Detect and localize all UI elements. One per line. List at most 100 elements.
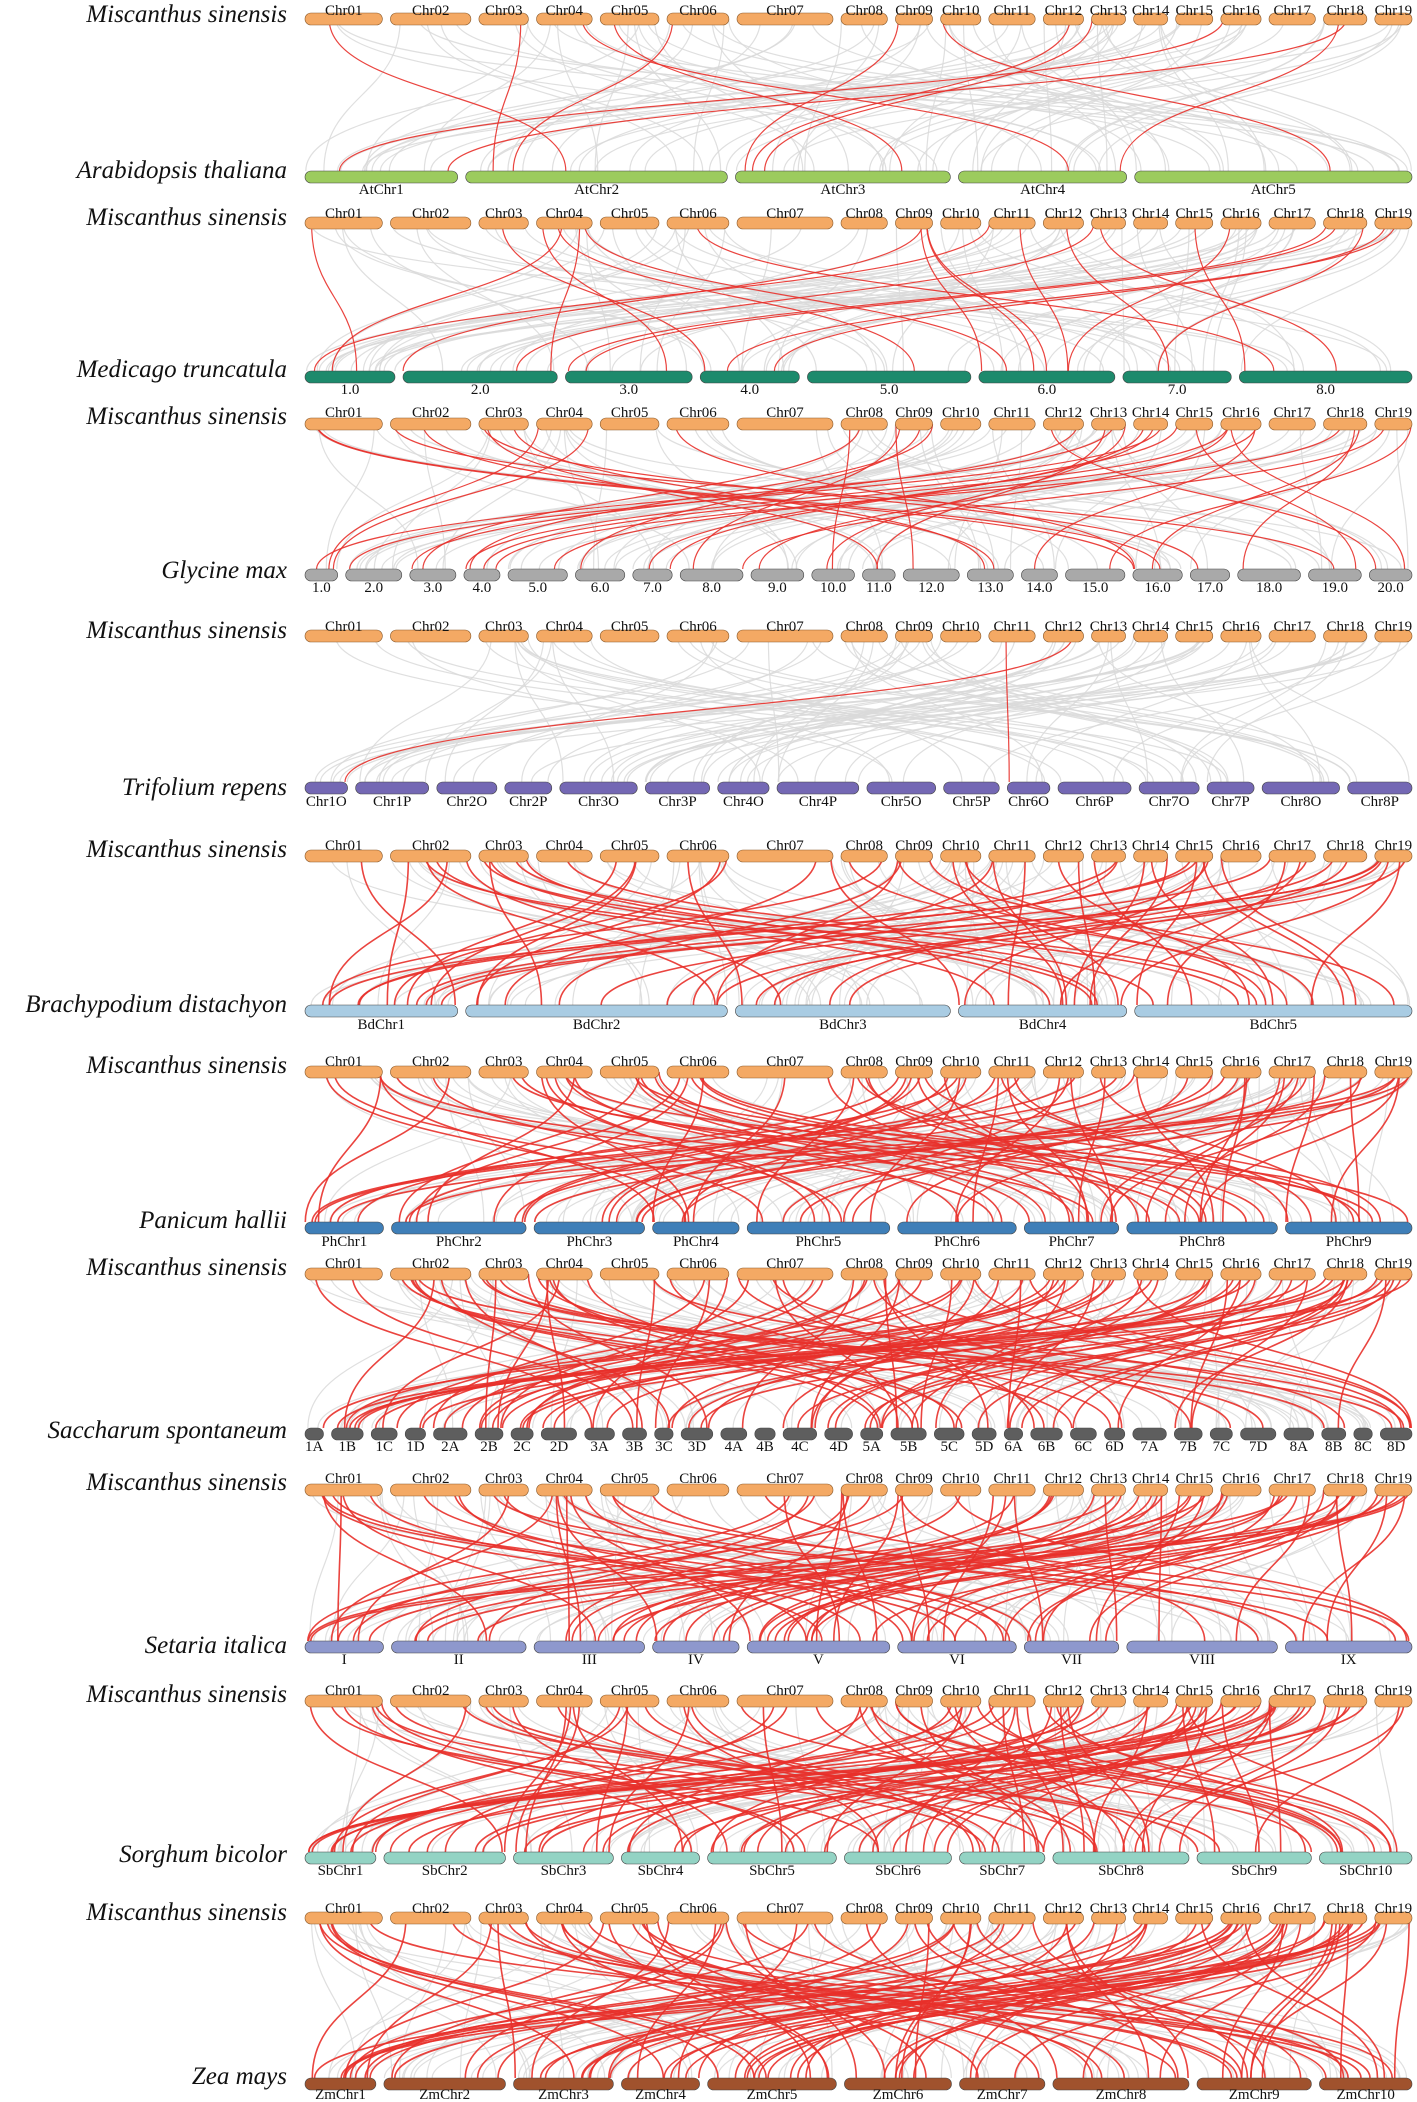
- reference-chromosome-bar: [478, 1065, 529, 1079]
- reference-chromosome-label: Chr10: [942, 405, 980, 421]
- syntenic-link: [954, 1489, 1379, 1642]
- background-link: [1000, 222, 1347, 372]
- syntenic-link: [322, 1489, 488, 1642]
- query-chromosome-bar: [699, 370, 800, 384]
- query-chromosome-label: VIII: [1189, 1652, 1215, 1668]
- syntenic-link: [368, 1489, 861, 1642]
- reference-chromosome-bar: [736, 1911, 834, 1925]
- reference-chromosome-label: Chr01: [325, 1256, 363, 1272]
- syntenic-link: [1006, 1071, 1088, 1223]
- background-link: [604, 1489, 766, 1642]
- syntenic-link: [504, 855, 818, 1006]
- background-link: [514, 635, 761, 783]
- syntenic-link: [758, 1489, 1141, 1642]
- query-chromosome-label: 6.0: [1038, 382, 1057, 398]
- background-link: [378, 635, 719, 783]
- query-chromosome-bar: [1024, 1640, 1120, 1654]
- reference-chromosome-bar: [1323, 629, 1368, 643]
- query-chromosome-bar: [510, 1427, 534, 1441]
- query-chromosome-label: Chr5O: [881, 794, 922, 810]
- syntenic-link: [406, 855, 618, 1006]
- syntenic-link: [751, 18, 1071, 172]
- query-chromosome-label: 17.0: [1197, 580, 1223, 596]
- query-chromosome-label: 6.0: [591, 580, 610, 596]
- reference-chromosome-bar: [1133, 12, 1168, 26]
- query-chromosome-label: PhChr8: [1179, 1234, 1225, 1250]
- reference-chromosome-label: Chr13: [1090, 619, 1128, 635]
- reference-chromosome-label: Chr06: [679, 1054, 717, 1070]
- reference-chromosome-label: Chr04: [546, 1256, 584, 1272]
- query-chromosome-label: 1.0: [341, 382, 360, 398]
- reference-chromosome-label: Chr18: [1326, 1054, 1364, 1070]
- syntenic-link: [698, 1071, 1265, 1223]
- syntenic-link: [558, 855, 903, 1006]
- query-chromosome-bar: [355, 781, 430, 795]
- syntenic-link: [1221, 1700, 1260, 1853]
- background-link: [488, 1273, 555, 1429]
- background-link: [866, 855, 1104, 1006]
- reference-chromosome-label: Chr18: [1326, 1683, 1364, 1699]
- query-chromosome-label: ZmChr6: [873, 2087, 924, 2102]
- background-link: [589, 635, 996, 783]
- query-chromosome-bar: [504, 781, 553, 795]
- background-link: [364, 635, 1101, 783]
- background-link: [792, 18, 1080, 172]
- syntenic-link: [343, 1273, 435, 1429]
- reference-chromosome-bar: [1175, 1911, 1214, 1925]
- syntenic-link: [328, 18, 567, 172]
- background-link: [1101, 18, 1353, 172]
- background-link: [343, 1700, 1274, 1853]
- reference-chromosome-label: Chr18: [1326, 619, 1364, 635]
- query-chromosome-label: 5B: [900, 1439, 918, 1455]
- syntenic-link: [722, 1489, 1153, 1642]
- synteny-links: [306, 222, 1410, 372]
- reference-chromosome-bar: [840, 1694, 888, 1708]
- reference-chromosome-label: Chr18: [1326, 206, 1364, 222]
- query-chromosome-label: 6C: [1075, 1439, 1093, 1455]
- syntenic-link: [424, 855, 1093, 1006]
- background-link: [526, 18, 887, 172]
- background-link: [1170, 1489, 1355, 1642]
- query-chromosome-label: BdChr3: [819, 1017, 867, 1033]
- syntenic-link: [608, 1700, 690, 1853]
- synteny-links: [307, 1273, 1413, 1429]
- synteny-panel-3: Miscanthus sinensis Chr01 Chr02 Chr03 Chr04 C…: [85, 403, 1413, 596]
- syntenic-link: [307, 1489, 791, 1642]
- background-link: [564, 1489, 1350, 1642]
- query-chromosome-label: 1B: [339, 1439, 357, 1455]
- syntenic-link: [651, 1273, 1405, 1429]
- syntenic-link: [486, 1917, 1371, 2079]
- query-chromosome-label: 4.0: [740, 382, 759, 398]
- query-chromosome-bar: [402, 370, 558, 384]
- syntenic-link: [913, 1917, 1179, 2079]
- syntenic-link: [1244, 1917, 1386, 2079]
- reference-chromosome-bar: [1091, 1065, 1126, 1079]
- query-chromosome-label: 8C: [1354, 1439, 1372, 1455]
- query-chromosome-label: ZmChr3: [538, 2087, 589, 2102]
- reference-chromosome-bar: [1043, 12, 1084, 26]
- syntenic-link: [503, 1700, 572, 1853]
- reference-chromosome-label: Chr09: [895, 1256, 933, 1272]
- syntenic-link: [627, 1700, 1070, 1853]
- syntenic-link: [922, 1700, 1053, 1853]
- reference-chromosome-label: Chr12: [1045, 1683, 1083, 1699]
- query-chromosome-label: PhChr1: [321, 1234, 367, 1250]
- query-chromosome-bar: [1240, 1427, 1277, 1441]
- background-link: [507, 18, 671, 172]
- syntenic-link: [368, 1489, 1117, 1642]
- reference-chromosome-bar: [304, 1911, 383, 1925]
- background-link: [1096, 855, 1405, 1006]
- reference-chromosome-label: Chr03: [485, 1256, 523, 1272]
- syntenic-link: [461, 1273, 825, 1429]
- background-link: [1059, 222, 1392, 372]
- query-chromosome-label: 11.0: [866, 580, 892, 596]
- background-link: [584, 18, 1101, 172]
- background-link: [1367, 1071, 1389, 1223]
- reference-chromosome-bar: [1091, 1267, 1126, 1281]
- background-link: [582, 423, 1034, 570]
- syntenic-link: [1073, 855, 1146, 1006]
- syntenic-link: [901, 1489, 930, 1642]
- background-link: [1076, 222, 1402, 372]
- reference-chromosome-bar: [840, 1911, 888, 1925]
- background-link: [332, 222, 1005, 372]
